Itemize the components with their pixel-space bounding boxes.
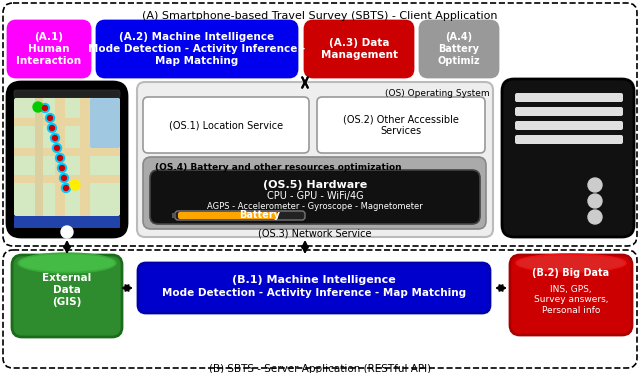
Circle shape: [60, 173, 68, 182]
FancyBboxPatch shape: [137, 82, 493, 237]
Text: Battery: Battery: [239, 210, 280, 220]
Bar: [55, 98, 65, 216]
Text: CPU - GPU - WiFi/4G: CPU - GPU - WiFi/4G: [267, 191, 364, 201]
Bar: [80, 98, 90, 216]
Text: (OS.4) Battery and other resources optimization: (OS.4) Battery and other resources optim…: [155, 163, 402, 172]
Circle shape: [49, 125, 54, 131]
FancyBboxPatch shape: [97, 21, 297, 77]
Circle shape: [61, 176, 67, 181]
Circle shape: [588, 210, 602, 224]
Ellipse shape: [18, 253, 116, 273]
Text: (OS) Operating System: (OS) Operating System: [385, 89, 490, 98]
Bar: [172, 213, 176, 218]
Text: (OS.3) Network Service: (OS.3) Network Service: [259, 229, 372, 239]
Text: (A.1)
Human
Interaction: (A.1) Human Interaction: [17, 32, 81, 66]
Circle shape: [58, 156, 63, 160]
Circle shape: [42, 106, 47, 110]
Text: (A.3) Data
Management: (A.3) Data Management: [321, 38, 397, 60]
Circle shape: [61, 226, 73, 238]
Text: (A) Smartphone-based Travel Survey (SBTS) - Client Application: (A) Smartphone-based Travel Survey (SBTS…: [142, 11, 498, 21]
Text: (A.2) Machine Intelligence
Mode Detection - Activity Inference -
Map Matching: (A.2) Machine Intelligence Mode Detectio…: [88, 32, 306, 66]
FancyBboxPatch shape: [515, 107, 623, 116]
Bar: [14, 175, 120, 183]
FancyBboxPatch shape: [8, 21, 90, 77]
FancyBboxPatch shape: [143, 157, 486, 229]
Circle shape: [56, 154, 65, 163]
Text: Mode Detection - Activity Inference - Map Matching: Mode Detection - Activity Inference - Ma…: [162, 288, 466, 298]
FancyBboxPatch shape: [515, 93, 623, 102]
Circle shape: [52, 135, 58, 141]
Circle shape: [70, 180, 80, 190]
FancyBboxPatch shape: [14, 90, 120, 98]
Text: (B) SBTS - Server Application (RESTful API): (B) SBTS - Server Application (RESTful A…: [209, 364, 431, 373]
FancyBboxPatch shape: [515, 135, 623, 144]
Circle shape: [45, 113, 54, 122]
Circle shape: [63, 185, 68, 191]
Ellipse shape: [20, 255, 114, 271]
Circle shape: [51, 134, 60, 142]
Text: INS, GPS,
Survey answers,
Personal info: INS, GPS, Survey answers, Personal info: [534, 285, 608, 315]
Text: (OS.2) Other Accessible
Services: (OS.2) Other Accessible Services: [343, 114, 459, 136]
FancyBboxPatch shape: [7, 82, 127, 237]
FancyBboxPatch shape: [14, 216, 120, 228]
Text: (OS.5) Hardware: (OS.5) Hardware: [263, 180, 367, 190]
Bar: [35, 98, 43, 216]
FancyBboxPatch shape: [12, 255, 122, 337]
Circle shape: [60, 166, 65, 170]
Circle shape: [58, 163, 67, 172]
Circle shape: [588, 178, 602, 192]
FancyBboxPatch shape: [305, 21, 413, 77]
Bar: [14, 118, 120, 126]
Ellipse shape: [518, 256, 624, 270]
FancyBboxPatch shape: [420, 21, 498, 77]
Circle shape: [47, 123, 56, 132]
FancyBboxPatch shape: [14, 98, 120, 216]
FancyBboxPatch shape: [178, 212, 278, 219]
FancyBboxPatch shape: [515, 121, 623, 130]
Circle shape: [33, 102, 43, 112]
Text: (B.2) Big Data: (B.2) Big Data: [532, 268, 609, 278]
FancyBboxPatch shape: [502, 79, 634, 237]
Text: AGPS - Accelerometer - Gyroscope - Magnetometer: AGPS - Accelerometer - Gyroscope - Magne…: [207, 202, 423, 211]
Text: (OS.1) Location Service: (OS.1) Location Service: [169, 120, 283, 130]
Text: External
Data
(GIS): External Data (GIS): [42, 273, 92, 307]
FancyBboxPatch shape: [138, 263, 490, 313]
Circle shape: [61, 184, 70, 192]
FancyBboxPatch shape: [143, 97, 309, 153]
FancyBboxPatch shape: [150, 170, 480, 224]
Circle shape: [40, 103, 49, 113]
Bar: [14, 148, 120, 156]
Circle shape: [47, 116, 52, 120]
FancyBboxPatch shape: [317, 97, 485, 153]
Text: (A.4)
Battery
Optimiz: (A.4) Battery Optimiz: [438, 32, 480, 66]
Circle shape: [54, 145, 60, 150]
FancyBboxPatch shape: [510, 255, 632, 335]
Circle shape: [588, 194, 602, 208]
FancyBboxPatch shape: [90, 98, 120, 148]
FancyBboxPatch shape: [175, 211, 305, 220]
Circle shape: [52, 144, 61, 153]
Text: (B.1) Machine Intelligence: (B.1) Machine Intelligence: [232, 275, 396, 285]
Ellipse shape: [516, 254, 626, 272]
